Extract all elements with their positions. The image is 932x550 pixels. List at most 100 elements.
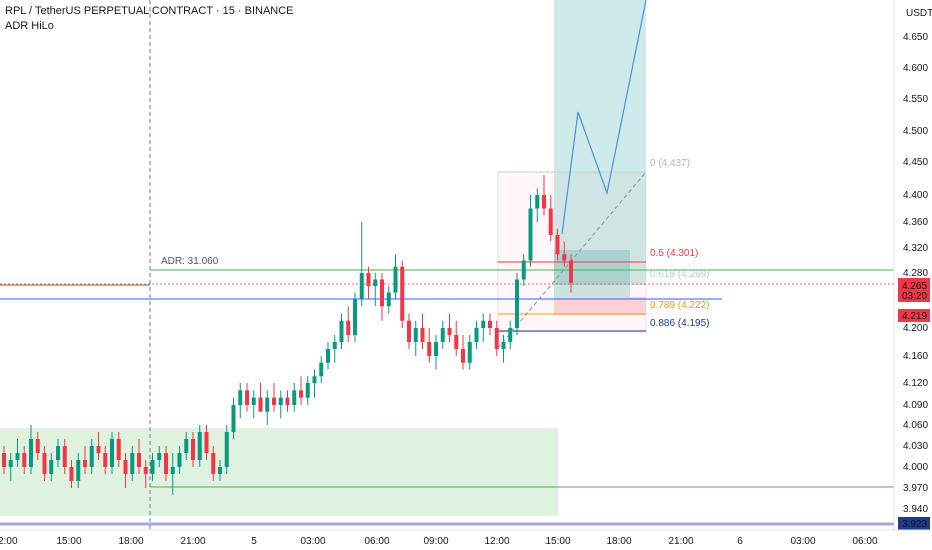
last-price-badge — [898, 278, 930, 302]
fib-05-label: 0.5 (4.301) — [650, 248, 698, 259]
time-tick: 12:00 — [484, 536, 509, 547]
candle-body — [380, 279, 384, 307]
candle-body — [420, 328, 425, 342]
price-tick: 4.550 — [903, 94, 928, 105]
candle-body — [2, 453, 6, 467]
candle-body — [76, 460, 81, 481]
bottom-badge — [898, 517, 930, 530]
level-badge-value: 4.219 — [902, 311, 927, 322]
candle-body — [346, 320, 351, 335]
candle-body — [528, 208, 533, 261]
candle-body — [461, 349, 465, 363]
candle-body — [393, 266, 398, 293]
candle-body — [474, 328, 479, 342]
indicator-label: ADR HiLo — [5, 20, 54, 32]
time-tick: 06:00 — [852, 536, 877, 547]
candle-body — [447, 328, 452, 335]
candle-body — [548, 208, 553, 235]
projection-path — [561, 0, 647, 235]
price-tick: 4.450 — [903, 157, 928, 168]
price-tick: 4.200 — [903, 323, 928, 334]
candle-body — [89, 446, 94, 467]
bottom-badge-value: 3.923 — [902, 519, 927, 530]
chart-title: RPL / TetherUS PERPETUAL CONTRACT · 15 ·… — [5, 5, 294, 17]
candle-body — [332, 342, 337, 349]
stop-zone — [554, 297, 646, 315]
time-tick: 21:00 — [668, 536, 693, 547]
candle-body — [265, 397, 270, 412]
candle-body — [245, 390, 249, 405]
price-tick: 4.400 — [903, 190, 928, 201]
candle-body — [508, 328, 513, 342]
candle-body — [130, 453, 135, 474]
demand-zone — [0, 428, 558, 516]
fib-0786-label: 0.789 (4.222) — [650, 300, 710, 311]
candle-body — [278, 397, 283, 405]
candle-body — [515, 279, 519, 328]
level-badge — [898, 309, 930, 322]
price-tick: 4.500 — [903, 126, 928, 137]
price-tick: 3.940 — [903, 504, 928, 515]
time-ticks: 12:00 15:00 18:00 21:00 5 03:00 06:00 09:00 12:0… — [0, 536, 878, 547]
candle-body — [211, 453, 216, 474]
currency-label: USDT — [906, 8, 932, 19]
candle-body — [319, 362, 324, 377]
candle-body — [400, 266, 405, 321]
candle-body — [407, 320, 411, 342]
candle-body — [56, 446, 60, 460]
last-price-value: 4.265 — [902, 281, 927, 292]
candle-body — [326, 349, 330, 363]
candle-body — [312, 376, 317, 383]
price-tick: 4.060 — [903, 420, 928, 431]
candle-body — [339, 320, 344, 342]
time-axis[interactable] — [0, 530, 932, 550]
candle-body — [197, 432, 202, 460]
candle-body — [481, 320, 486, 328]
candle-body — [440, 328, 445, 342]
candle-body — [170, 467, 175, 474]
entry-zone — [554, 250, 630, 297]
price-tick: 4.600 — [903, 63, 928, 74]
time-tick: 06:00 — [364, 536, 389, 547]
price-axis[interactable] — [894, 0, 932, 530]
candle-body — [521, 260, 526, 280]
price-tick: 4.650 — [903, 32, 928, 43]
candle-body — [49, 460, 54, 474]
candle-body — [555, 235, 560, 255]
candle-body — [359, 273, 364, 299]
price-tick: 4.320 — [903, 243, 928, 254]
fib-box — [497, 171, 647, 333]
candle-body — [258, 397, 263, 412]
countdown-value: 03:20 — [902, 291, 927, 302]
price-tick: 4.360 — [903, 217, 928, 228]
candle-body — [22, 453, 27, 467]
candle-body — [373, 279, 378, 286]
candle-body — [42, 453, 47, 474]
time-tick: 03:00 — [300, 536, 325, 547]
price-tick: 4.280 — [903, 268, 928, 279]
candle-body — [272, 397, 276, 405]
candle-body — [413, 328, 418, 342]
candle-body — [488, 320, 492, 328]
candle-body — [501, 342, 506, 349]
time-tick: 12:00 — [0, 536, 18, 547]
candle-body — [137, 453, 141, 467]
candle-body — [123, 460, 128, 474]
candle-body — [157, 453, 162, 460]
time-tick: 21:00 — [180, 536, 205, 547]
candle-body — [569, 260, 573, 283]
candle-body — [29, 439, 33, 467]
candle-body — [103, 453, 108, 467]
candle-body — [535, 195, 540, 209]
candle-body — [218, 467, 222, 474]
fib-diagonal — [497, 171, 647, 349]
candle-body — [366, 273, 371, 286]
price-tick: 3.970 — [903, 483, 928, 494]
candle-body — [299, 390, 303, 398]
candle-body — [184, 439, 189, 453]
candle-body — [224, 432, 229, 467]
price-ticks: 4.650 4.600 4.550 4.500 4.450 4.400 4.360 4.320… — [903, 32, 928, 515]
candle-body — [164, 453, 168, 474]
candle-body — [353, 299, 357, 335]
